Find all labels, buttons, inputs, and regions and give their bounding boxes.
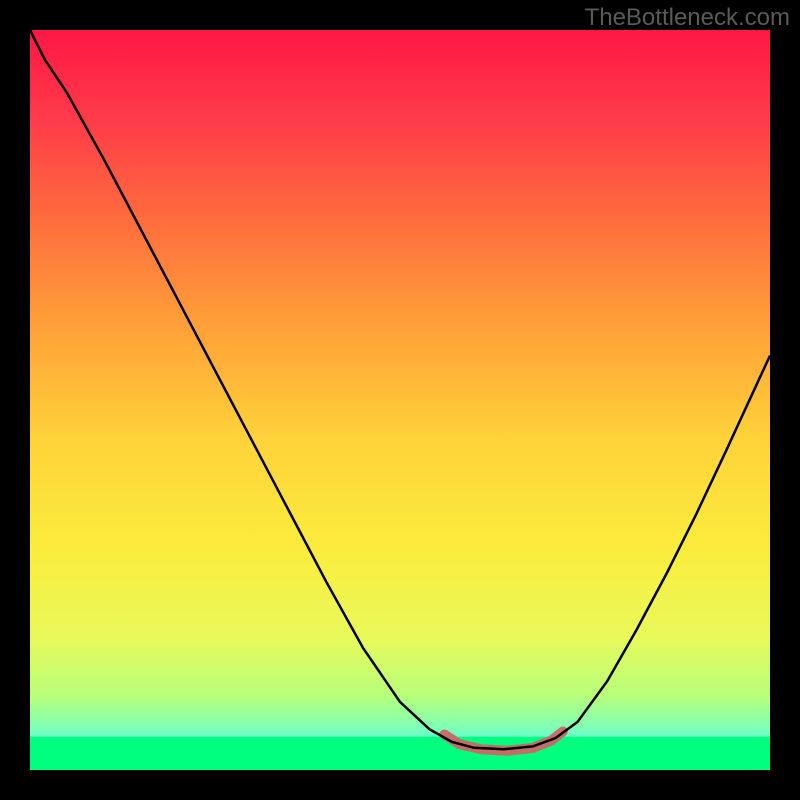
chart-frame-border xyxy=(0,0,30,800)
chart-container: TheBottleneck.com xyxy=(0,0,800,800)
watermark-text: TheBottleneck.com xyxy=(585,4,790,32)
bottleneck-chart xyxy=(0,0,800,800)
green-baseline-band xyxy=(30,737,770,770)
chart-frame-border xyxy=(770,0,800,800)
gradient-background xyxy=(30,30,770,770)
chart-frame-border xyxy=(0,770,800,800)
